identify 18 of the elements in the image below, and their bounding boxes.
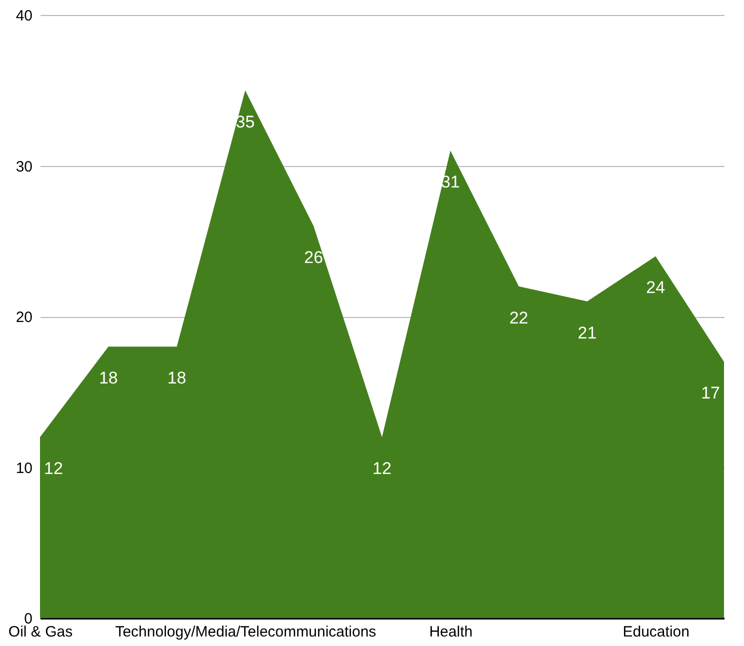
- data-label: 12: [44, 459, 63, 478]
- x-tick-label: Health: [429, 624, 473, 640]
- x-tick-label: Technology/Media/Telecommunications: [115, 624, 376, 640]
- y-tick-label: 40: [16, 8, 32, 24]
- data-label: 12: [372, 459, 392, 478]
- data-label: 35: [236, 112, 255, 132]
- x-tick-label: Education: [622, 624, 690, 640]
- data-label: 21: [578, 323, 597, 342]
- data-label: 24: [646, 278, 666, 298]
- data-label: 22: [509, 308, 528, 328]
- data-label: 18: [98, 368, 118, 388]
- data-label: 18: [167, 368, 186, 388]
- y-tick-label: 30: [16, 158, 32, 176]
- x-tick-label: Oil & Gas: [8, 624, 73, 640]
- data-label: 26: [304, 248, 324, 268]
- data-label: 17: [701, 384, 720, 403]
- y-tick-label: 20: [16, 309, 32, 326]
- y-tick-label: 10: [16, 460, 32, 477]
